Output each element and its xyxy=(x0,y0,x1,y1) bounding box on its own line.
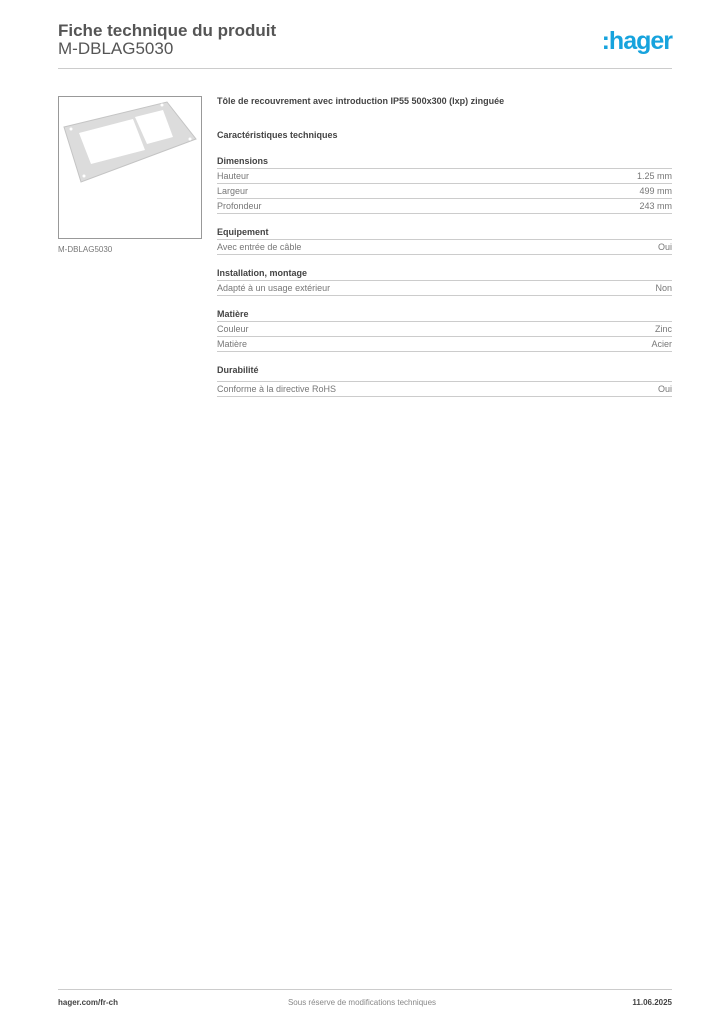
section-title: Installation, montage xyxy=(217,266,672,281)
spec-label: Hauteur xyxy=(217,171,250,181)
footer-website[interactable]: hager.com/fr-ch xyxy=(58,998,119,1007)
spec-value: Zinc xyxy=(654,324,672,334)
spec-label: Profondeur xyxy=(217,201,262,211)
spec-label: Avec entrée de câble xyxy=(217,242,302,252)
spec-section: Equipement Avec entrée de câble Oui xyxy=(217,225,672,255)
section-title: Equipement xyxy=(217,225,672,240)
spec-value: Oui xyxy=(657,242,672,252)
spec-row: Matière Acier xyxy=(217,337,672,352)
spec-label: Adapté à un usage extérieur xyxy=(217,283,331,293)
spec-row: Largeur 499 mm xyxy=(217,184,672,199)
spec-row: Couleur Zinc xyxy=(217,322,672,337)
spec-label: Largeur xyxy=(217,186,249,196)
spec-value: 243 mm xyxy=(639,201,672,211)
spec-label: Couleur xyxy=(217,324,249,334)
product-image xyxy=(58,96,202,239)
spec-section: Installation, montage Adapté à un usage e… xyxy=(217,266,672,296)
spec-value: Non xyxy=(655,283,672,293)
spec-row: Adapté à un usage extérieur Non xyxy=(217,281,672,296)
spec-row: Avec entrée de câble Oui xyxy=(217,240,672,255)
spec-row: Conforme à la directive RoHS Oui xyxy=(217,382,672,397)
spec-value: Acier xyxy=(651,339,672,349)
spec-section: Dimensions Hauteur 1.25 mm Largeur 499 mm Pro… xyxy=(217,154,672,214)
spec-label: Matière xyxy=(217,339,248,349)
spec-value: Oui xyxy=(657,384,672,394)
product-description: Tôle de recouvrement avec introduction I… xyxy=(217,96,505,106)
product-reference: M-DBLAG5030 xyxy=(58,39,174,58)
footer-date: 11.06.2025 xyxy=(632,998,672,1007)
characteristics-title: Caractéristiques techniques xyxy=(217,130,338,140)
spec-section: Matière Couleur Zinc Matière Acier xyxy=(217,307,672,352)
spec-value: 1.25 mm xyxy=(636,171,672,181)
page-title: Fiche technique du produit xyxy=(58,21,277,40)
section-title: Matière xyxy=(217,307,672,322)
image-caption: M-DBLAG5030 xyxy=(58,245,113,254)
spec-row: Hauteur 1.25 mm xyxy=(217,169,672,184)
spec-section: Durabilité Conforme à la directive RoHS Ou… xyxy=(217,363,672,397)
spec-row: Profondeur 243 mm xyxy=(217,199,672,214)
header-divider xyxy=(58,68,672,69)
footer-divider xyxy=(58,989,672,990)
section-title: Durabilité xyxy=(217,363,672,382)
spec-content: Tôle de recouvrement avec introduction I… xyxy=(217,96,672,397)
footer-disclaimer: Sous réserve de modifications techniques xyxy=(287,998,437,1007)
section-title: Dimensions xyxy=(217,154,672,169)
hager-logo: :hager xyxy=(601,27,673,55)
spec-value: 499 mm xyxy=(639,186,672,196)
spec-label: Conforme à la directive RoHS xyxy=(217,384,337,394)
